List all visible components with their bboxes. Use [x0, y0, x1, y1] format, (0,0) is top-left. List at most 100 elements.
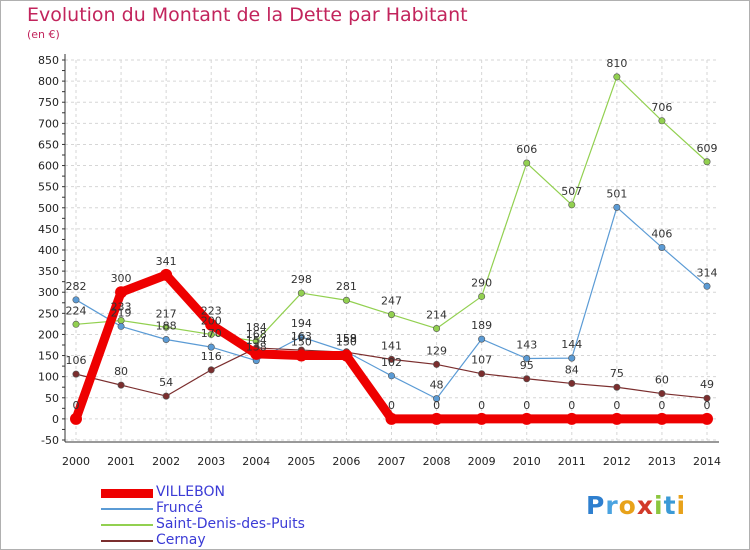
data-label: 282 [66, 280, 87, 293]
x-tick-label: 2000 [62, 455, 90, 468]
y-tick-label: 850 [38, 54, 59, 67]
data-point [117, 322, 125, 330]
data-label: 48 [430, 379, 444, 392]
data-point [295, 349, 308, 362]
x-tick-label: 2008 [423, 455, 451, 468]
data-point [613, 203, 621, 211]
x-tick-label: 2014 [693, 455, 721, 468]
data-label: 300 [111, 272, 132, 285]
data-label: 281 [336, 280, 357, 293]
logo-letter: i [676, 491, 687, 520]
y-tick-label: 400 [38, 244, 59, 257]
data-label: 75 [610, 367, 624, 380]
data-point [387, 355, 395, 363]
data-point [478, 335, 486, 343]
data-point [565, 412, 578, 425]
data-label: 158 [336, 332, 357, 345]
data-point [162, 336, 170, 344]
data-point [568, 201, 576, 209]
proxiti-logo: Proxiti [586, 491, 686, 520]
data-point [207, 366, 215, 374]
data-label: 49 [700, 378, 714, 391]
data-label: 0 [658, 399, 665, 412]
data-label: 194 [291, 317, 312, 330]
data-point [703, 394, 711, 402]
data-label: 141 [381, 339, 402, 352]
data-label: 168 [246, 328, 267, 341]
data-label: 95 [520, 359, 534, 372]
data-point [115, 286, 128, 299]
y-tick-label: 50 [45, 392, 59, 405]
data-point [523, 159, 531, 167]
data-label: 217 [156, 307, 177, 320]
data-point [613, 73, 621, 81]
data-point [701, 412, 713, 425]
data-label: 247 [381, 295, 402, 308]
data-label: 150 [336, 336, 357, 349]
logo-letter: i [654, 491, 664, 520]
x-tick-label: 2011 [558, 455, 586, 468]
data-label: 54 [159, 376, 173, 389]
legend-swatch [101, 540, 153, 542]
data-label: 406 [651, 227, 672, 240]
data-point [205, 318, 218, 331]
data-label: 606 [516, 143, 537, 156]
data-label: 107 [471, 354, 492, 367]
data-point [160, 268, 173, 281]
logo-letter: t [663, 491, 677, 520]
line-chart: -500501001502002503003504004505005506006… [38, 54, 721, 468]
data-point [387, 372, 395, 380]
logo-letter: x [636, 491, 654, 520]
data-label: 163 [291, 330, 312, 343]
x-tick-label: 2005 [287, 455, 315, 468]
data-label: 341 [156, 255, 177, 268]
logo-letter: P [586, 491, 606, 520]
x-tick-label: 2002 [152, 455, 180, 468]
x-tick-label: 2013 [648, 455, 676, 468]
data-point [385, 412, 398, 425]
data-label: 102 [381, 356, 402, 369]
data-label: 84 [565, 363, 579, 376]
data-label: 60 [655, 374, 669, 387]
data-point [475, 412, 488, 425]
data-point [297, 333, 305, 341]
legend-label: Cernay [156, 532, 206, 548]
data-label: 810 [606, 57, 627, 70]
data-point [568, 354, 576, 362]
x-tick-label: 2009 [468, 455, 496, 468]
data-label: 224 [66, 304, 87, 317]
data-point [207, 343, 215, 351]
y-tick-label: 150 [38, 350, 59, 363]
x-tick-label: 2010 [513, 455, 541, 468]
data-label: 143 [516, 339, 537, 352]
data-label: 188 [156, 320, 177, 333]
data-label: 507 [561, 185, 582, 198]
y-tick-label: 450 [38, 223, 59, 236]
data-label: 129 [426, 344, 447, 357]
data-point [523, 375, 531, 383]
data-point [72, 320, 80, 328]
legend-swatch [101, 488, 153, 498]
y-tick-label: 100 [38, 371, 59, 384]
chart-subtitle: (en €) [27, 28, 60, 41]
data-point [162, 323, 170, 331]
data-point [117, 381, 125, 389]
data-point [297, 289, 305, 297]
y-tick-label: 650 [38, 138, 59, 151]
legend-label: Saint-Denis-des-Puits [156, 516, 305, 532]
data-point [703, 158, 711, 166]
y-tick-label: 550 [38, 181, 59, 194]
legend-swatch [101, 508, 153, 510]
data-point [520, 412, 533, 425]
data-point [613, 383, 621, 391]
data-point [658, 117, 666, 125]
data-label: 214 [426, 309, 447, 322]
data-label: 223 [201, 305, 222, 318]
data-point [387, 311, 395, 319]
y-tick-label: 350 [38, 265, 59, 278]
y-tick-label: 300 [38, 286, 59, 299]
data-label: 0 [568, 399, 575, 412]
data-label: 144 [561, 338, 582, 351]
data-point [70, 412, 82, 425]
